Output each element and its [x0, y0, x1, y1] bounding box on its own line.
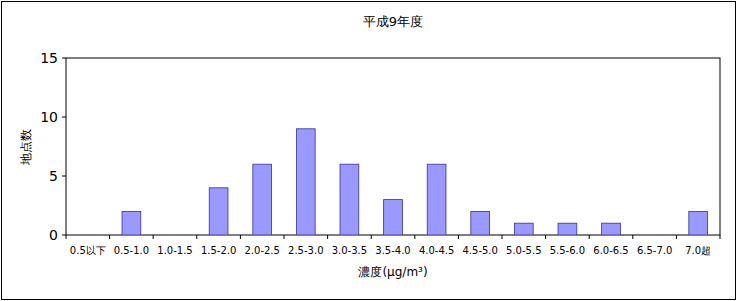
x-tick-label: 2.0-2.5 [244, 245, 279, 256]
x-tick-label: 3.5-4.0 [375, 245, 410, 256]
x-tick [414, 235, 415, 239]
x-tick-label: 2.5-3.0 [288, 245, 323, 256]
bar [558, 223, 577, 235]
x-tick [632, 235, 633, 239]
y-tick [62, 235, 66, 236]
x-tick [109, 235, 110, 239]
y-tick [62, 58, 66, 59]
x-tick [458, 235, 459, 239]
x-tick-label: 7.0超 [685, 245, 711, 256]
bar [514, 223, 533, 235]
bar [209, 188, 228, 235]
bar [166, 235, 185, 236]
x-tick-label: 6.5-7.0 [637, 245, 672, 256]
x-tick-label: 4.0-4.5 [419, 245, 454, 256]
bar [122, 211, 141, 235]
x-tick-label: 5.5-6.0 [550, 245, 585, 256]
y-tick-label: 10 [40, 109, 58, 125]
y-tick-label: 15 [40, 50, 58, 66]
chart-svg: 0 5 10 15 0.5以下 0.5-1.0 1.0-1.5 1.5-2.0 2.0-2.5 2… [0, 0, 737, 301]
chart-title: 平成9年度 [363, 14, 423, 29]
x-tick-label: 0.5-1.0 [114, 245, 149, 256]
y-tick [62, 117, 66, 118]
y-tick [62, 176, 66, 177]
x-tick [327, 235, 328, 239]
bar [602, 223, 621, 235]
x-tick [284, 235, 285, 239]
x-tick [545, 235, 546, 239]
bar [689, 211, 708, 235]
x-tick [676, 235, 677, 239]
x-tick-label: 1.0-1.5 [157, 245, 192, 256]
x-tick-label: 4.5-5.0 [462, 245, 497, 256]
x-tick [240, 235, 241, 239]
y-axis-label: 地点数 [19, 129, 33, 166]
chart-container: 0 5 10 15 0.5以下 0.5-1.0 1.0-1.5 1.5-2.0 2.0-2.5 2… [0, 0, 737, 301]
bar [296, 129, 315, 235]
x-tick [720, 235, 721, 239]
x-tick-label: 0.5以下 [70, 245, 106, 256]
bar [78, 235, 97, 236]
bar [253, 164, 272, 235]
bar [471, 211, 490, 235]
x-tick [589, 235, 590, 239]
x-tick [502, 235, 503, 239]
x-tick [371, 235, 372, 239]
bars [122, 129, 708, 235]
x-tick [66, 235, 67, 239]
y-tick-label: 5 [49, 168, 58, 184]
x-axis-label: 濃度(μg/m³) [358, 265, 427, 279]
x-tick [153, 235, 154, 239]
y-tick-label: 0 [49, 227, 58, 243]
bar [340, 164, 359, 235]
bar [384, 200, 403, 235]
x-tick [196, 235, 197, 239]
bar [427, 164, 446, 235]
plot-area [66, 58, 720, 235]
x-tick-label: 5.0-5.5 [506, 245, 541, 256]
bar [645, 235, 664, 236]
x-tick-label: 3.0-3.5 [332, 245, 367, 256]
x-tick-label: 6.0-6.5 [593, 245, 628, 256]
x-tick-label: 1.5-2.0 [201, 245, 236, 256]
chart-frame [2, 2, 736, 300]
